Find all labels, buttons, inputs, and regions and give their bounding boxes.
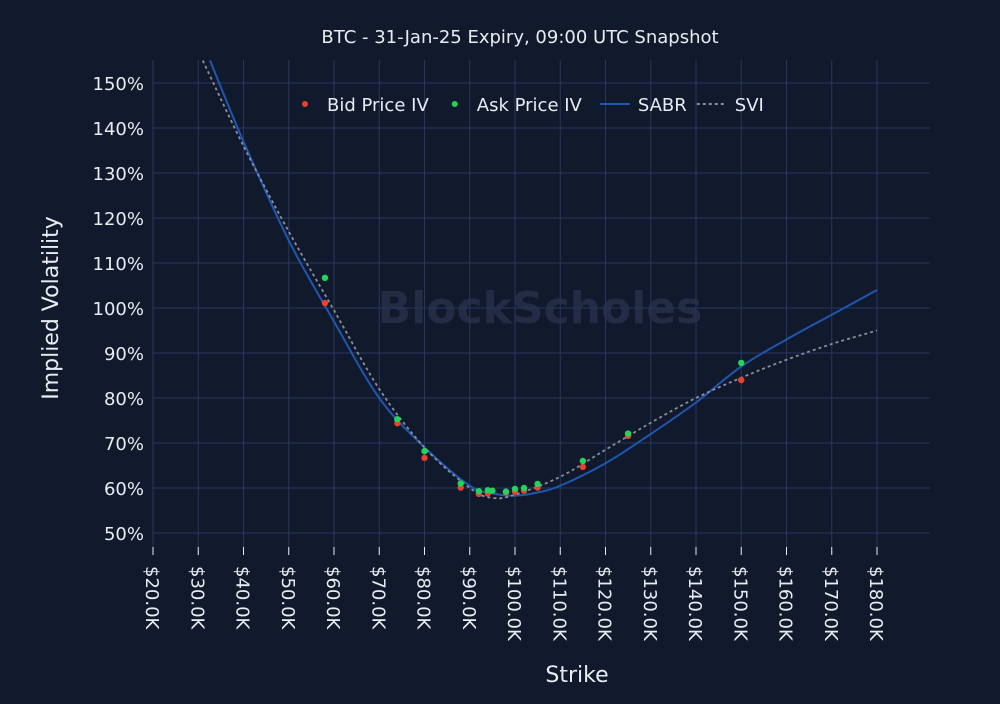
legend-label: SVI <box>735 95 764 116</box>
bid-price-iv-point <box>321 299 329 307</box>
series-lines <box>201 60 878 500</box>
x-tick-label: $120.0K <box>594 566 615 642</box>
y-tick-label: 130% <box>93 164 144 185</box>
ask-price-iv-point <box>511 485 519 493</box>
x-tick-label: $80.0K <box>413 566 434 631</box>
y-tick-label: 70% <box>104 434 144 455</box>
y-tick-label: 140% <box>93 119 144 140</box>
x-tick-label: $170.0K <box>820 566 841 642</box>
ask-price-iv-point <box>475 487 482 495</box>
y-tick-label: 110% <box>93 254 144 275</box>
y-tick-label: 150% <box>93 74 144 95</box>
x-tick-label: $160.0K <box>775 566 796 642</box>
ask-price-iv-point <box>457 480 464 487</box>
y-tick-label: 120% <box>93 209 144 230</box>
x-tick-label: $110.0K <box>548 566 569 642</box>
ask-price-iv-point <box>421 447 428 455</box>
watermark-logo: BlockScholes <box>378 283 703 334</box>
legend-marker <box>302 101 308 107</box>
x-tick-label: $40.0K <box>232 566 253 631</box>
ask-price-iv-point <box>579 457 587 465</box>
svi-line <box>201 60 878 500</box>
legend-label: SABR <box>638 95 687 116</box>
ask-price-iv-point <box>489 487 496 494</box>
sabr-line <box>209 60 878 497</box>
legend-label: Ask Price IV <box>477 95 583 116</box>
series-points <box>321 274 745 498</box>
ask-price-iv-point <box>502 488 510 495</box>
x-tick-label: $180.0K <box>865 566 886 642</box>
ask-price-iv-point <box>394 415 401 423</box>
chart-title: BTC - 31-Jan-25 Expiry, 09:00 UTC Snapsh… <box>321 27 718 48</box>
x-tick-label: $90.0K <box>458 566 479 631</box>
x-tick-label: $150.0K <box>729 566 750 642</box>
x-tick-label: $60.0K <box>322 566 343 631</box>
bid-price-iv-point <box>421 454 428 462</box>
x-tick-label: $20.0K <box>141 566 162 631</box>
legend-label: Bid Price IV <box>327 95 429 116</box>
ask-price-iv-point <box>321 274 329 282</box>
x-tick-label: $70.0K <box>367 566 388 631</box>
y-tick-label: 50% <box>104 524 144 545</box>
ask-price-iv-point <box>624 430 632 437</box>
x-tick-label: $50.0K <box>277 566 298 631</box>
y-tick-labels: 50% 60% 70% 80% 90% 100% 110% 120% 130% 140% 150% <box>93 74 144 545</box>
x-tick-labels: $20.0K $30.0K $40.0K $50.0K $60.0K $70.0K $80.… <box>141 547 886 642</box>
x-tick-label: $140.0K <box>684 566 705 642</box>
y-tick-label: 90% <box>104 344 144 365</box>
x-tick-label: $100.0K <box>503 566 524 642</box>
ask-price-iv-point <box>520 484 528 492</box>
x-axis-label: Strike <box>545 663 608 688</box>
x-tick-label: $30.0K <box>186 566 207 631</box>
ask-price-iv-point <box>534 480 541 488</box>
legend: Bid Price IV Ask Price IV SABR SVI <box>302 95 764 116</box>
bid-price-iv-point <box>738 376 745 384</box>
ask-price-iv-point <box>738 359 745 367</box>
legend-marker <box>451 101 458 107</box>
bid-price-iv-point <box>579 463 587 471</box>
y-axis-label: Implied Volatility <box>39 216 64 400</box>
y-tick-label: 100% <box>93 299 144 320</box>
y-tick-label: 80% <box>104 389 144 410</box>
y-tick-label: 60% <box>104 479 144 500</box>
x-tick-label: $130.0K <box>639 566 660 642</box>
